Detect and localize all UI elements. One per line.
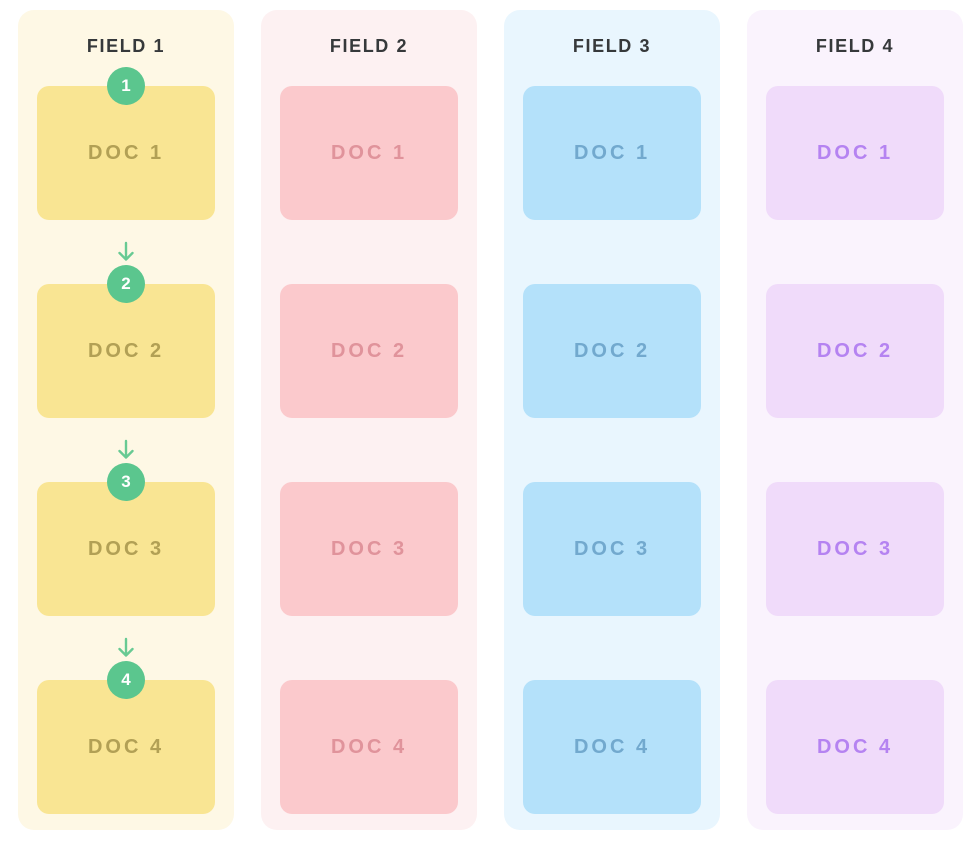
step-number-badge: 1: [107, 67, 145, 105]
doc-card-label: DOC 4: [573, 735, 651, 758]
flow-gap: [523, 220, 701, 284]
step-number-badge: 4: [107, 661, 145, 699]
doc-card: DOC 4: [280, 680, 458, 814]
down-arrow-icon: [118, 241, 134, 261]
doc-card-label: DOC 3: [330, 537, 408, 560]
flow-gap-with-arrow: [37, 616, 215, 680]
doc-card-label: DOC 4: [87, 735, 165, 758]
doc-card-label: DOC 2: [330, 339, 408, 362]
doc-card-label: DOC 2: [87, 339, 165, 362]
doc-card: DOC 1: [766, 86, 944, 220]
down-arrow-icon: [118, 637, 134, 657]
doc-card-list: DOC 1 1 DOC 2 2 DOC 3 3 DOC 4 4: [37, 67, 215, 814]
field-column-1: FIELD 1 DOC 1 1 DOC 2 2 DOC 3 3 DOC 4 4: [18, 10, 234, 830]
field-column-title: FIELD 2: [329, 36, 409, 56]
step-number-badge: 2: [107, 265, 145, 303]
doc-card: DOC 4: [523, 680, 701, 814]
doc-card-label: DOC 4: [330, 735, 408, 758]
doc-card: DOC 3: [280, 482, 458, 616]
doc-card: DOC 4: [766, 680, 944, 814]
field-column-2: FIELD 2 DOC 1 DOC 2 DOC 3 DOC 4: [261, 10, 477, 830]
flow-gap: [523, 616, 701, 680]
flow-gap: [280, 616, 458, 680]
flow-gap: [523, 418, 701, 482]
flow-gap: [280, 418, 458, 482]
doc-card-list: DOC 1 DOC 2 DOC 3 DOC 4: [523, 86, 701, 814]
field-column-4: FIELD 4 DOC 1 DOC 2 DOC 3 DOC 4: [747, 10, 963, 830]
doc-card-label: DOC 3: [87, 537, 165, 560]
doc-card: DOC 3: [523, 482, 701, 616]
flow-gap: [766, 220, 944, 284]
doc-card: DOC 2: [280, 284, 458, 418]
flow-gap: [766, 616, 944, 680]
doc-card-list: DOC 1 DOC 2 DOC 3 DOC 4: [280, 86, 458, 814]
doc-card: DOC 3: [766, 482, 944, 616]
doc-card: DOC 2: [523, 284, 701, 418]
doc-card-list: DOC 1 DOC 2 DOC 3 DOC 4: [766, 86, 944, 814]
doc-card: DOC 2 2: [37, 265, 215, 418]
flow-gap: [280, 220, 458, 284]
doc-card-label: DOC 1: [330, 141, 408, 164]
field-column-title: FIELD 3: [572, 36, 652, 56]
field-column-title: FIELD 1: [86, 36, 166, 56]
flow-gap: [766, 418, 944, 482]
doc-card-label: DOC 3: [816, 537, 894, 560]
step-number-badge: 3: [107, 463, 145, 501]
doc-card-label: DOC 1: [816, 141, 894, 164]
flow-gap-with-arrow: [37, 220, 215, 284]
field-column-3: FIELD 3 DOC 1 DOC 2 DOC 3 DOC 4: [504, 10, 720, 830]
doc-card-label: DOC 4: [816, 735, 894, 758]
doc-card-label: DOC 2: [816, 339, 894, 362]
doc-card: DOC 1 1: [37, 67, 215, 220]
doc-card: DOC 3 3: [37, 463, 215, 616]
field-column-title: FIELD 4: [815, 36, 895, 56]
down-arrow-icon: [118, 439, 134, 459]
doc-card-label: DOC 1: [87, 141, 165, 164]
doc-card: DOC 2: [766, 284, 944, 418]
doc-card: DOC 1: [523, 86, 701, 220]
doc-card-label: DOC 1: [573, 141, 651, 164]
doc-card-label: DOC 2: [573, 339, 651, 362]
flow-gap-with-arrow: [37, 418, 215, 482]
doc-card: DOC 1: [280, 86, 458, 220]
doc-card-label: DOC 3: [573, 537, 651, 560]
doc-card: DOC 4 4: [37, 661, 215, 814]
